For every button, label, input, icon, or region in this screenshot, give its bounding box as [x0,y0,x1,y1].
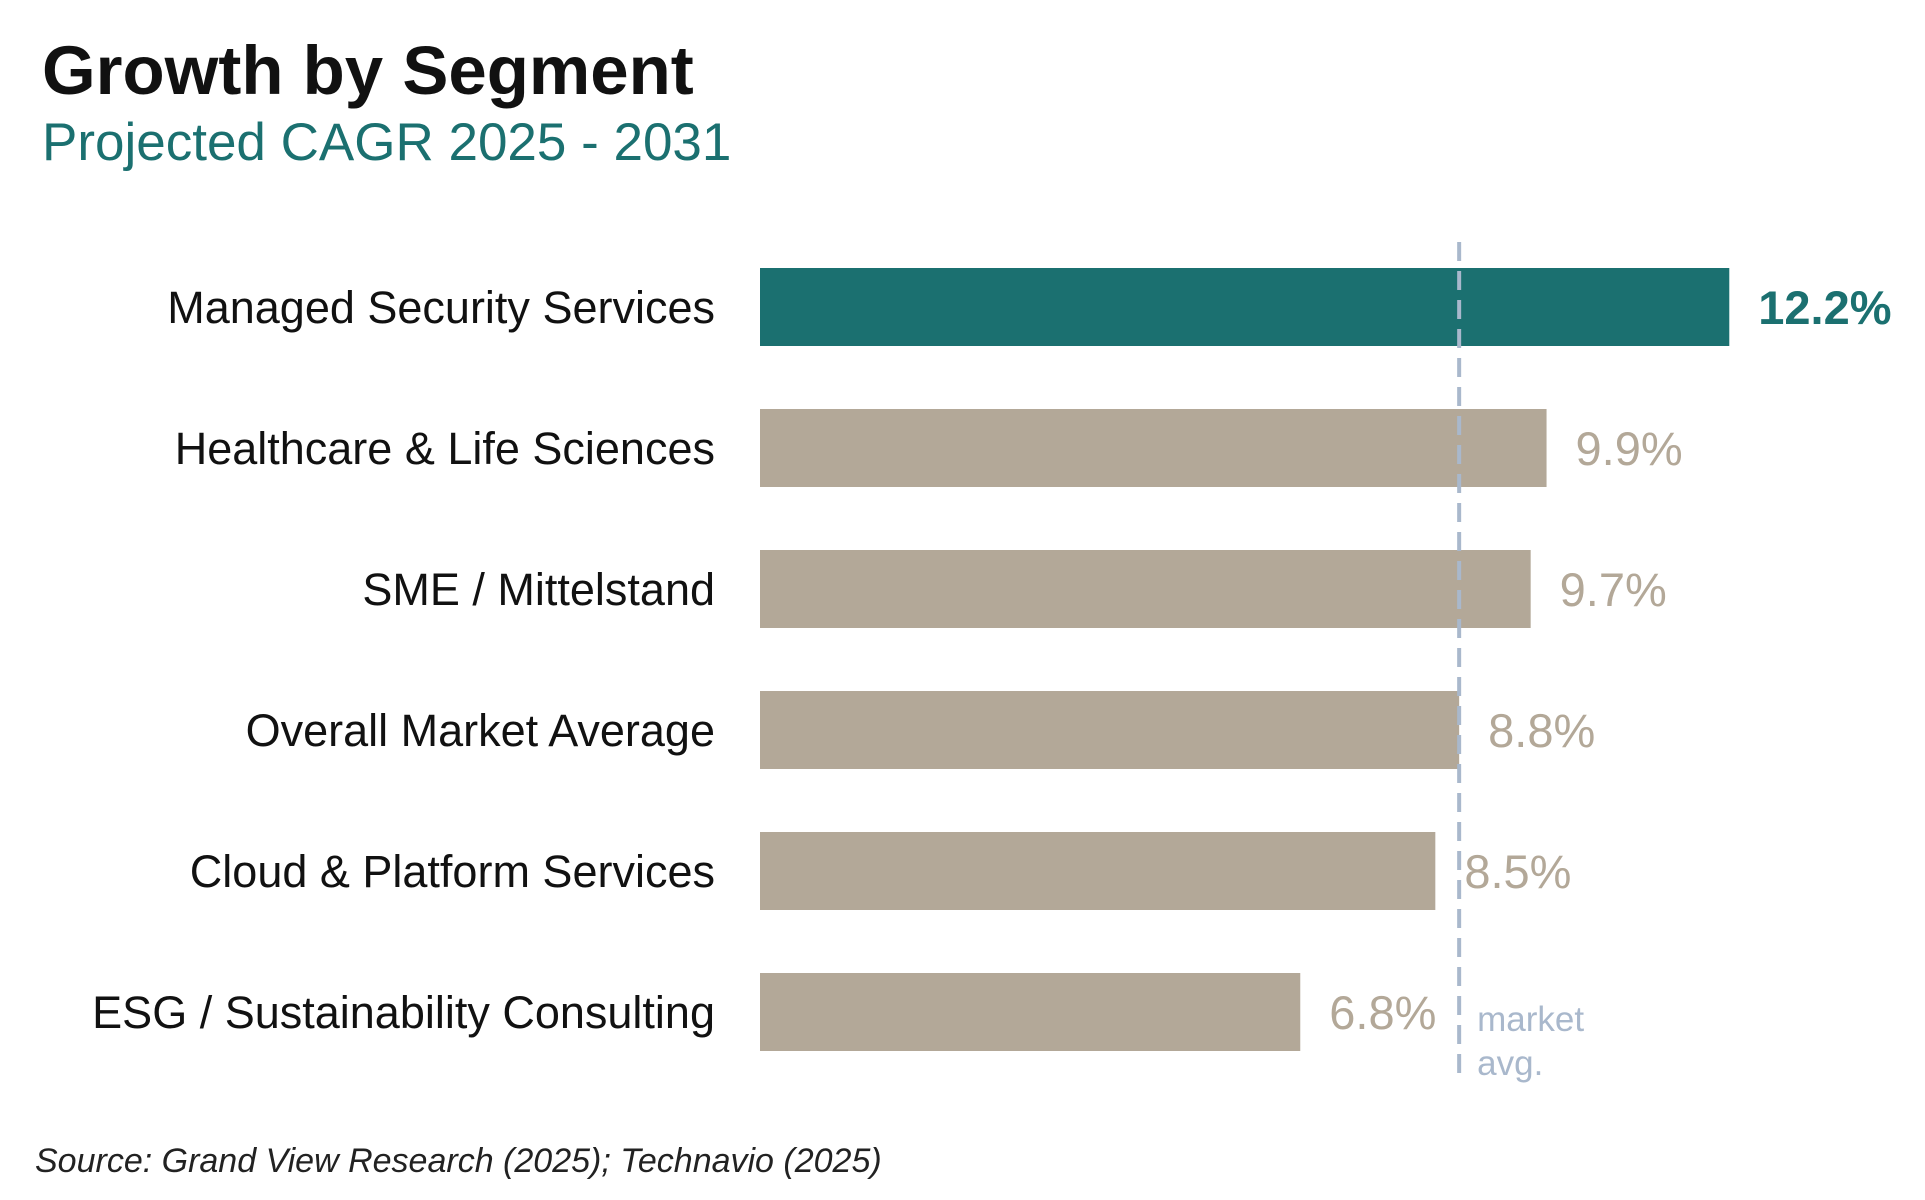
bar [760,832,1436,910]
bar [760,409,1547,487]
value-label: 9.9% [1576,422,1683,475]
market-average-label: market avg. [1477,1000,1584,1083]
category-label: SME / Mittelstand [362,564,715,615]
source-note: Source: Grand View Research (2025); Tech… [35,1142,882,1180]
value-label: 8.5% [1464,845,1571,898]
category-label: Healthcare & Life Sciences [175,423,715,474]
category-label: Managed Security Services [167,282,715,333]
market-average-label-line: avg. [1477,1044,1543,1083]
category-label: Overall Market Average [246,705,715,756]
value-label: 12.2% [1758,281,1891,334]
market-average-label-line: market [1477,1000,1584,1039]
bar [760,550,1531,628]
value-label: 9.7% [1560,563,1667,616]
chart-title: Growth by Segment [42,32,694,109]
category-label: ESG / Sustainability Consulting [92,987,715,1038]
value-label: 6.8% [1329,986,1436,1039]
chart-subtitle: Projected CAGR 2025 - 2031 [42,113,732,172]
bar [760,973,1301,1051]
category-label: Cloud & Platform Services [190,846,715,897]
bar [760,268,1730,346]
value-label: 8.8% [1488,704,1595,757]
bar [760,691,1460,769]
